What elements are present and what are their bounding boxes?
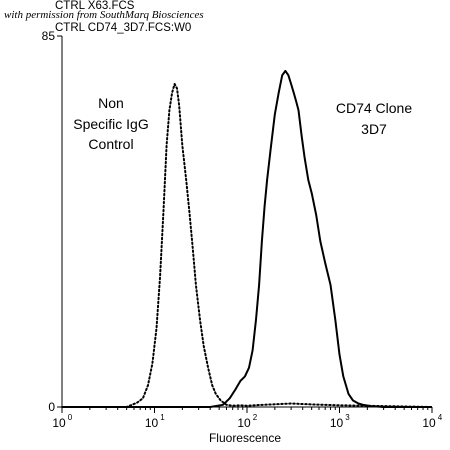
x-tick-exponent: 0 xyxy=(68,413,73,422)
isotype-control-curve xyxy=(61,83,433,408)
x-tick-exponent: 3 xyxy=(345,413,350,422)
x-tick-label: 10 xyxy=(52,416,66,430)
permission-watermark: with permission from SouthMarq Bioscienc… xyxy=(4,9,204,21)
file-name-control: CTRL X63.FCS xyxy=(55,0,135,12)
x-tick-label: 10 xyxy=(422,416,436,430)
chart-axes xyxy=(61,36,432,408)
x-tick-exponent: 4 xyxy=(438,413,443,422)
isotype-annotation-line: Non xyxy=(98,95,124,111)
curve-annotations: Non Specific IgG Control CD74 Clone 3D7 xyxy=(73,95,412,152)
clone-annotation-line: CD74 Clone xyxy=(336,100,412,116)
x-tick-label: 10 xyxy=(237,416,251,430)
isotype-annotation-line: Control xyxy=(88,136,133,152)
clone-annotation-line: 3D7 xyxy=(361,121,387,137)
file-name-sample: CTRL CD74_3D7.FCS:W0 xyxy=(55,22,192,34)
x-tick-exponent: 2 xyxy=(253,413,258,422)
isotype-annotation-line: Specific IgG xyxy=(73,116,148,132)
x-tick-label: 10 xyxy=(330,416,344,430)
y-tick-label: 85 xyxy=(42,29,56,43)
y-tick-label: 0 xyxy=(48,400,55,414)
cd74-clone-curve xyxy=(62,69,432,408)
histogram-curves xyxy=(61,69,433,408)
x-tick-exponent: 1 xyxy=(160,413,165,422)
x-tick-label: 10 xyxy=(145,416,159,430)
x-axis-title: Fluorescence xyxy=(209,431,281,445)
